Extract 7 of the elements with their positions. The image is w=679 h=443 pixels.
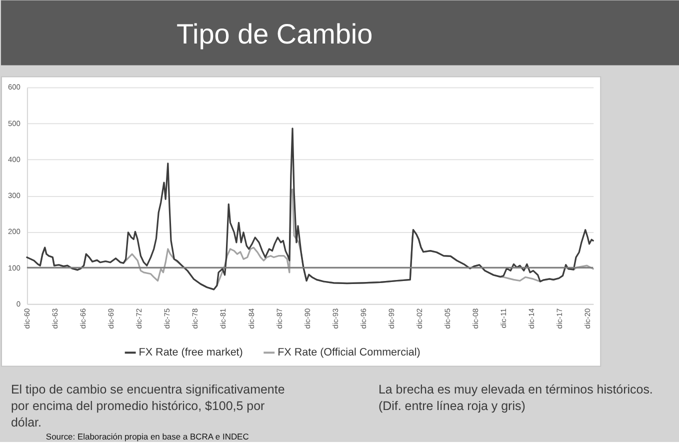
legend-label: FX Rate (free market) <box>138 346 243 359</box>
legend-label: FX Rate (Official Commercial) <box>278 346 420 359</box>
source-note: Source: Elaboración propia en base a BCRA e INDEC <box>46 432 249 442</box>
text: El tipo de cambio se encuentra significativamente por encima del promedio histórico, $100,5 por dólar. <box>10 382 285 430</box>
text: La brecha es muy elevada en términos históricos. (Dif. entre línea roja y gris) <box>378 382 653 414</box>
chart-title: Tipo de Cambio <box>176 18 373 50</box>
line-series <box>26 128 594 290</box>
